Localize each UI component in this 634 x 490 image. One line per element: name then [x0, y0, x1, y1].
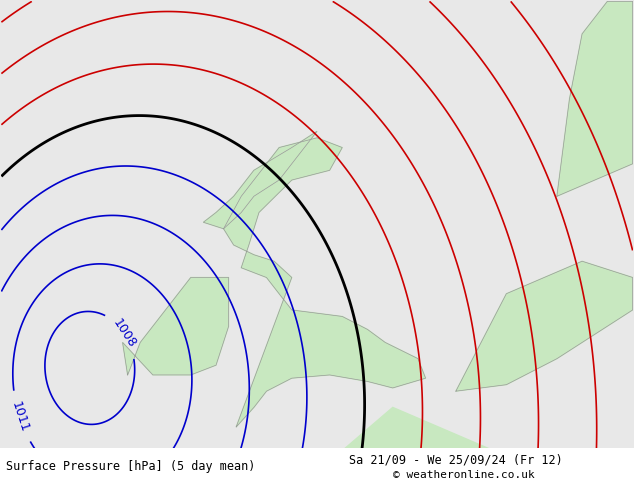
Polygon shape [266, 407, 633, 489]
Text: 1011: 1011 [8, 400, 30, 434]
Text: Surface Pressure [hPa] (5 day mean): Surface Pressure [hPa] (5 day mean) [6, 461, 256, 473]
Text: © weatheronline.co.uk: © weatheronline.co.uk [393, 470, 535, 480]
Polygon shape [456, 261, 633, 391]
Polygon shape [122, 277, 229, 375]
Polygon shape [224, 138, 425, 427]
Text: Sa 21/09 - We 25/09/24 (Fr 12): Sa 21/09 - We 25/09/24 (Fr 12) [349, 453, 562, 466]
Polygon shape [557, 1, 633, 196]
Text: 1008: 1008 [110, 317, 139, 351]
Polygon shape [204, 131, 317, 229]
